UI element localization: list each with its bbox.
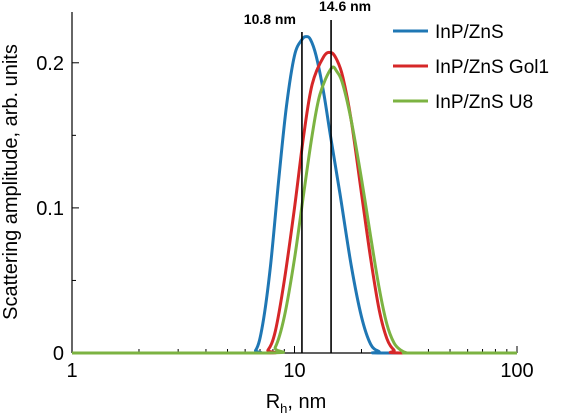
annotation-label: 10.8 nm bbox=[244, 11, 296, 27]
series-layer bbox=[72, 35, 517, 355]
legend-label: InP/ZnS U8 bbox=[435, 92, 533, 113]
series-line-1 bbox=[72, 35, 517, 355]
series-line-3 bbox=[72, 65, 517, 355]
y-axis-title: Scattering amplitude, arb. units bbox=[0, 44, 22, 320]
annotation-label: 14.6 nm bbox=[319, 0, 371, 14]
legend-label: InP/ZnS bbox=[435, 22, 504, 43]
axes: 1 10 100 0 0.1 0.2 Rh, nm Scattering amplitude,… bbox=[0, 12, 534, 416]
y-tick-label: 0.1 bbox=[36, 198, 64, 220]
series-line-2 bbox=[72, 50, 517, 355]
legend: InP/ZnS InP/ZnS Gol1 InP/ZnS U8 bbox=[393, 22, 549, 113]
x-tick-label: 1 bbox=[66, 360, 77, 382]
annotation-layer: 10.8 nm 14.6 nm bbox=[244, 0, 371, 353]
x-tick-label: 10 bbox=[283, 360, 305, 382]
x-axis-title: Rh, nm bbox=[266, 391, 327, 416]
legend-label: InP/ZnS Gol1 bbox=[435, 57, 549, 78]
x-tick-label: 100 bbox=[500, 360, 533, 382]
y-tick-label: 0 bbox=[53, 343, 64, 365]
y-tick-label: 0.2 bbox=[36, 53, 64, 75]
